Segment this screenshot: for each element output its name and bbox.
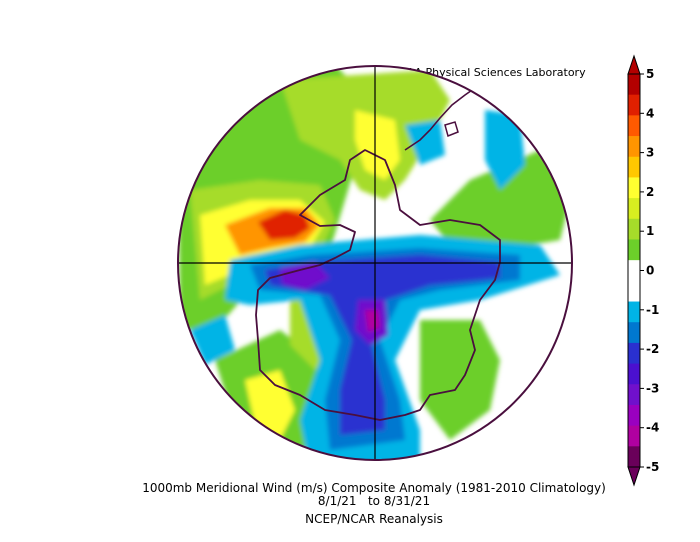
colorbar-tick-label: 4	[646, 106, 654, 120]
anomaly-positive-se	[420, 320, 500, 440]
colorbar-segment	[628, 218, 640, 240]
anomaly-negative-w	[190, 315, 235, 365]
colorbar-segment	[628, 177, 640, 199]
polar-map	[178, 66, 572, 460]
anomaly-max-red	[258, 210, 310, 240]
colorbar-segment	[628, 425, 640, 447]
anomaly-positive-ne	[430, 150, 570, 250]
colorbar-segment	[628, 239, 640, 261]
caption-title: 1000mb Meridional Wind (m/s) Composite A…	[142, 481, 606, 495]
island-coastline	[444, 121, 459, 138]
colorbar-max-arrow	[627, 54, 641, 75]
colorbar-tick-label: 5	[646, 67, 654, 81]
colorbar-segment	[628, 301, 640, 323]
colorbar-min-arrow	[627, 466, 641, 487]
colorbar-segment	[628, 198, 640, 220]
colorbar-tick-label: -4	[646, 421, 659, 435]
colorbar-segment	[628, 136, 640, 158]
colorbar-segment	[628, 280, 640, 303]
colorbar-tick-label: 0	[646, 264, 654, 278]
anomaly-negative-purple	[280, 262, 330, 290]
caption-dates: 8/1/21 to 8/31/21	[318, 494, 430, 508]
caption-source: NCEP/NCAR Reanalysis	[305, 512, 443, 526]
colorbar-segment	[628, 115, 640, 137]
colorbar-tick-label: -3	[646, 381, 659, 395]
colorbar: 5 4 3 2 1 0 -1 -2 -3 -4 -5	[627, 54, 659, 487]
colorbar-segment	[628, 342, 640, 365]
colorbar-segment	[628, 260, 640, 282]
colorbar-segment	[628, 156, 640, 178]
colorbar-segment	[628, 322, 640, 344]
colorbar-tick-label: -2	[646, 342, 659, 356]
anomaly-positive-north-yellow	[355, 110, 400, 180]
colorbar-tick-label: 3	[646, 146, 654, 160]
antarctica-coastline	[255, 149, 501, 421]
colorbar-tick-label: -1	[646, 303, 659, 317]
colorbar-tick-label: -5	[646, 460, 659, 474]
colorbar-segment	[628, 74, 640, 96]
colorbar-segment	[628, 404, 640, 427]
anomaly-negative-ne	[485, 110, 525, 190]
colorbar-segment	[628, 384, 640, 406]
colorbar-tick-label: 1	[646, 224, 654, 238]
anomaly-negative-north	[405, 120, 445, 165]
anomaly-min-magenta	[365, 310, 380, 332]
south-america-coastline	[404, 87, 476, 151]
colorbar-tick-label: 2	[646, 185, 654, 199]
colorbar-segment	[628, 363, 640, 385]
colorbar-segment	[628, 446, 640, 468]
map-border	[177, 65, 573, 461]
colorbar-segment	[628, 94, 640, 116]
